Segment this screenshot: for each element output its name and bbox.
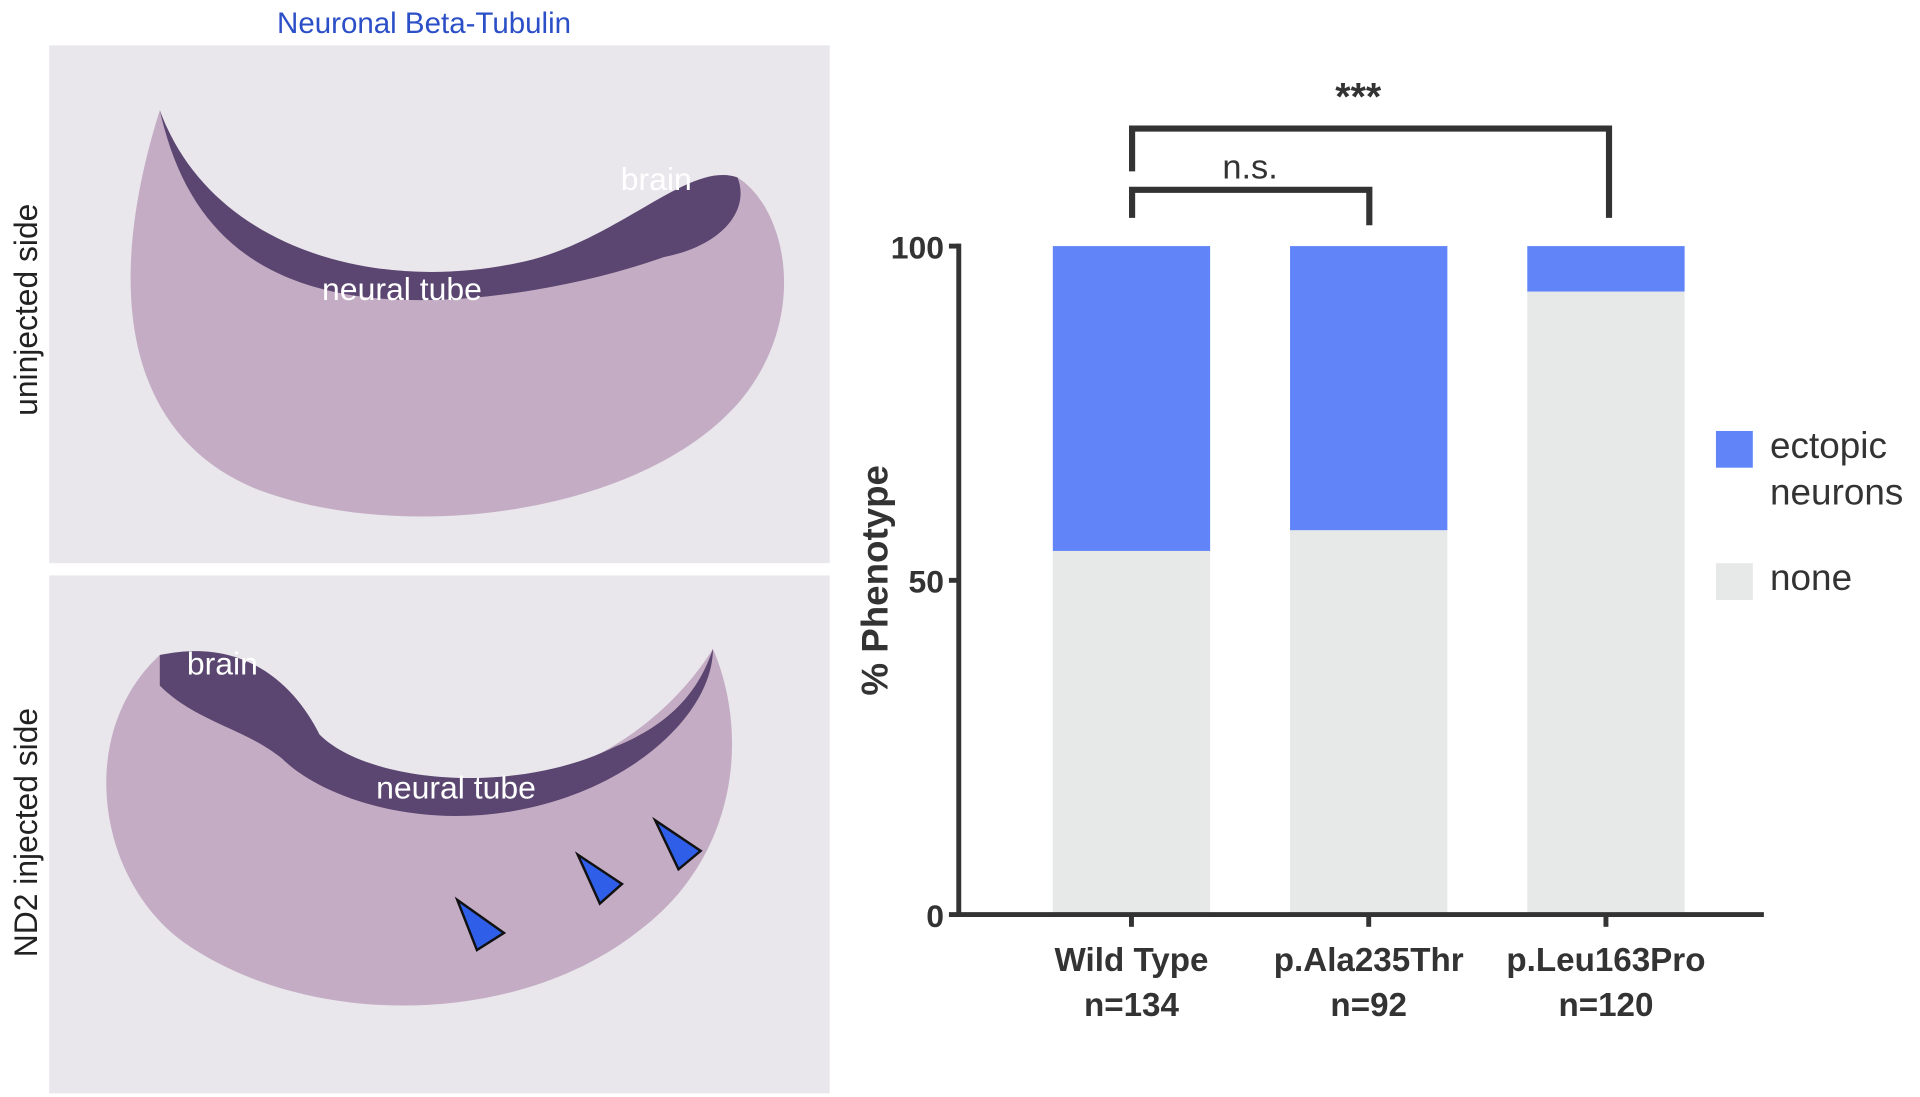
neural-tube-stain bbox=[159, 648, 713, 816]
y-tick-label: 100 bbox=[891, 229, 944, 265]
bar-segment bbox=[1052, 550, 1211, 915]
figure-title: Neuronal Beta-Tubulin bbox=[277, 7, 571, 40]
bar-segment bbox=[1527, 246, 1685, 292]
annotation: *** bbox=[1335, 75, 1382, 119]
bar-segment bbox=[1290, 246, 1448, 531]
x-tick-label: n=92 bbox=[1330, 987, 1407, 1024]
embryo bbox=[130, 110, 785, 517]
y-tick-label: 0 bbox=[926, 898, 944, 934]
legend-swatch bbox=[1715, 430, 1753, 468]
x-tick-label: Wild Type bbox=[1055, 942, 1209, 979]
label: neural tube bbox=[376, 769, 536, 805]
legend-entry: ectopic neurons bbox=[1770, 426, 1904, 513]
x-tick-label: n=120 bbox=[1558, 987, 1653, 1024]
x-tick-label: p.Ala235Thr bbox=[1274, 942, 1464, 979]
legend-label: ectopic neurons bbox=[1770, 426, 1904, 513]
arrowheads bbox=[454, 816, 703, 952]
legend-swatch bbox=[1715, 563, 1753, 600]
label: brain bbox=[187, 646, 258, 682]
side-label: uninjected side bbox=[8, 204, 44, 416]
y-axis-label: % Phenotype bbox=[854, 465, 895, 696]
x-tick-label: p.Leu163Pro bbox=[1506, 942, 1705, 979]
bar-segment bbox=[1052, 246, 1211, 551]
significance-brackets bbox=[1129, 125, 1613, 226]
label: neural tube bbox=[322, 271, 482, 307]
legend-label: none bbox=[1770, 558, 1853, 599]
y-tick-label: 50 bbox=[908, 564, 944, 600]
side-label: ND2 injected side bbox=[8, 708, 44, 957]
bar-segment bbox=[1527, 291, 1685, 915]
legend-entry: none bbox=[1770, 558, 1853, 599]
annotation: n.s. bbox=[1222, 149, 1277, 187]
bar-segment bbox=[1290, 530, 1448, 915]
label: brain bbox=[621, 161, 692, 197]
neural-tube-stain bbox=[159, 110, 741, 301]
x-tick-label: n=134 bbox=[1084, 987, 1180, 1024]
